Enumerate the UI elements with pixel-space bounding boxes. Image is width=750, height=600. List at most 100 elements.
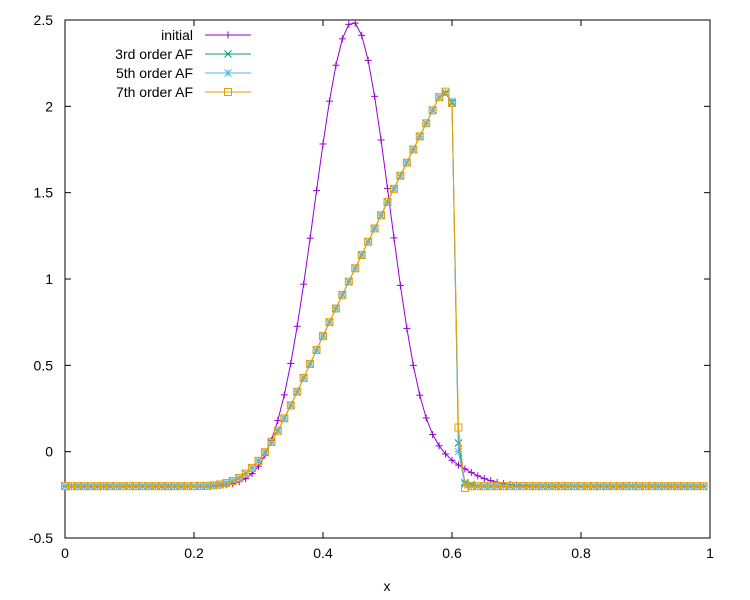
data-point xyxy=(331,304,340,313)
x-tick-label: 0.4 xyxy=(313,545,333,561)
data-point xyxy=(351,264,360,273)
data-point xyxy=(693,482,702,491)
y-tick-label: 1 xyxy=(45,271,53,287)
data-point xyxy=(287,359,295,367)
data-point xyxy=(224,88,232,96)
data-point xyxy=(467,482,476,491)
data-point xyxy=(371,92,379,100)
data-point xyxy=(131,482,140,491)
x-tick-label: 0.2 xyxy=(184,545,204,561)
series-4 xyxy=(61,87,708,492)
data-point xyxy=(293,387,302,396)
series-3 xyxy=(61,88,708,491)
series-layer xyxy=(61,19,708,492)
data-point xyxy=(518,482,527,491)
data-point xyxy=(364,237,373,246)
data-point xyxy=(403,324,411,332)
data-point xyxy=(583,482,592,491)
data-point xyxy=(67,482,76,491)
data-point xyxy=(660,482,669,491)
data-point xyxy=(93,482,102,491)
data-point xyxy=(224,69,232,77)
data-point xyxy=(235,473,244,482)
data-point xyxy=(551,482,560,491)
data-point xyxy=(409,361,417,369)
data-point xyxy=(364,56,372,64)
data-point xyxy=(177,482,186,491)
data-point xyxy=(615,482,624,491)
data-point xyxy=(396,281,404,289)
legend-label: 7th order AF xyxy=(116,84,193,100)
data-point xyxy=(202,481,211,490)
data-point xyxy=(429,431,437,439)
data-point xyxy=(416,391,424,399)
legend-label: initial xyxy=(161,27,193,43)
data-point xyxy=(409,145,418,154)
data-point xyxy=(641,482,650,491)
data-point xyxy=(73,482,82,491)
data-point xyxy=(499,482,508,491)
data-point xyxy=(280,391,288,399)
data-point xyxy=(325,97,333,105)
x-tick-label: 0.8 xyxy=(571,545,591,561)
data-point xyxy=(480,475,488,483)
data-point xyxy=(325,318,334,327)
data-point xyxy=(319,332,327,341)
data-point xyxy=(680,482,689,491)
data-point xyxy=(125,482,134,491)
data-point xyxy=(196,482,205,491)
data-point xyxy=(389,184,398,193)
data-point xyxy=(506,482,515,491)
data-point xyxy=(312,345,321,354)
data-point xyxy=(454,423,463,432)
data-point xyxy=(622,482,631,491)
data-point xyxy=(383,197,392,206)
x-tick-label: 0.6 xyxy=(442,545,462,561)
data-point xyxy=(448,456,456,464)
data-point xyxy=(441,87,450,96)
y-tick-label: 0 xyxy=(45,444,53,460)
y-tick-label: 2.5 xyxy=(34,12,54,28)
series-line xyxy=(65,91,704,487)
y-tick-label: 1.5 xyxy=(34,185,54,201)
data-point xyxy=(377,211,386,220)
series-2 xyxy=(61,89,708,491)
data-point xyxy=(448,98,456,107)
data-point xyxy=(332,61,340,69)
data-point xyxy=(442,450,450,458)
data-point xyxy=(267,437,276,446)
legend-label: 3rd order AF xyxy=(115,46,193,62)
data-point xyxy=(222,479,231,488)
legend-label: 5th order AF xyxy=(116,65,193,81)
axis-ticks: 0 0.2 0.4 0.6 0.8 1 -0.5 0 0.5 1 1.5 2 2.5 xyxy=(29,12,714,561)
data-point xyxy=(473,482,482,491)
y-tick-label: 0.5 xyxy=(34,357,54,373)
data-point xyxy=(596,482,605,491)
y-tick-label: -0.5 xyxy=(29,530,53,546)
data-point xyxy=(338,35,346,43)
data-point xyxy=(486,482,495,491)
data-point xyxy=(435,93,444,102)
data-point xyxy=(99,482,108,491)
data-point xyxy=(474,472,482,480)
data-point xyxy=(345,20,353,28)
data-point xyxy=(609,482,618,491)
data-point xyxy=(274,416,282,424)
data-point xyxy=(654,482,663,491)
data-point xyxy=(106,482,115,491)
data-point xyxy=(370,224,379,233)
data-point xyxy=(467,468,475,476)
data-point xyxy=(667,482,676,491)
data-point xyxy=(402,158,411,167)
data-point xyxy=(286,401,295,410)
series-line xyxy=(65,90,704,489)
data-point xyxy=(647,482,656,491)
data-point xyxy=(293,322,301,330)
data-point xyxy=(525,482,534,491)
data-point xyxy=(512,482,521,491)
data-point xyxy=(299,373,308,382)
legend: initial 3rd order AF 5th order AF 7th order… xyxy=(115,27,251,100)
data-point xyxy=(260,448,269,457)
data-point xyxy=(215,480,224,489)
